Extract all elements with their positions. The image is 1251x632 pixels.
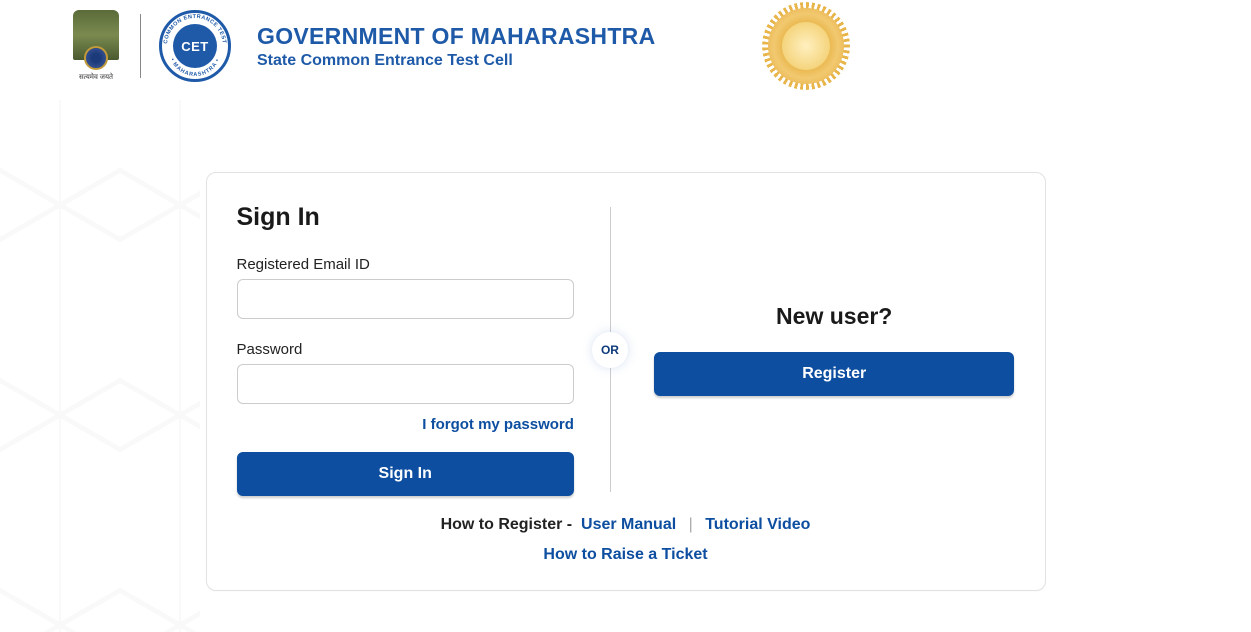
header-title: GOVERNMENT OF MAHARASHTRA xyxy=(257,23,656,50)
new-user-heading: New user? xyxy=(776,303,892,330)
page-header: सत्यमेव जयते CET COMMON ENTRANCE TEST • … xyxy=(0,0,1251,104)
background-pattern xyxy=(0,100,200,632)
signin-button[interactable]: Sign In xyxy=(237,452,574,496)
user-manual-link[interactable]: User Manual xyxy=(581,516,676,533)
or-badge: OR xyxy=(592,332,628,368)
raise-ticket-link[interactable]: How to Raise a Ticket xyxy=(543,546,707,563)
signin-title: Sign In xyxy=(237,203,574,232)
header-subtitle: State Common Entrance Test Cell xyxy=(257,52,656,70)
signin-panel: Sign In Registered Email ID Password I f… xyxy=(237,203,610,496)
help-links: How to Register - User Manual | Tutorial… xyxy=(237,516,1015,564)
cet-logo-icon: CET COMMON ENTRANCE TEST • MAHARASHTRA • xyxy=(159,10,231,82)
register-button[interactable]: Register xyxy=(654,352,1015,396)
auth-card: Sign In Registered Email ID Password I f… xyxy=(206,172,1046,591)
email-label: Registered Email ID xyxy=(237,256,574,273)
national-emblem-icon: सत्यमेव जयते xyxy=(70,10,122,82)
email-input[interactable] xyxy=(237,279,574,319)
password-input[interactable] xyxy=(237,364,574,404)
help-prefix: How to Register - xyxy=(441,516,573,533)
forgot-password-link[interactable]: I forgot my password xyxy=(422,416,574,433)
svg-text:• MAHARASHTRA •: • MAHARASHTRA • xyxy=(169,58,221,78)
header-divider xyxy=(140,14,141,78)
emblem-motto: सत्यमेव जयते xyxy=(79,73,113,82)
register-panel: New user? Register xyxy=(610,203,1015,496)
state-seal-icon xyxy=(768,8,844,84)
svg-text:COMMON ENTRANCE TEST: COMMON ENTRANCE TEST xyxy=(163,14,227,44)
link-separator: | xyxy=(689,516,693,533)
password-label: Password xyxy=(237,341,574,358)
tutorial-video-link[interactable]: Tutorial Video xyxy=(705,516,810,533)
